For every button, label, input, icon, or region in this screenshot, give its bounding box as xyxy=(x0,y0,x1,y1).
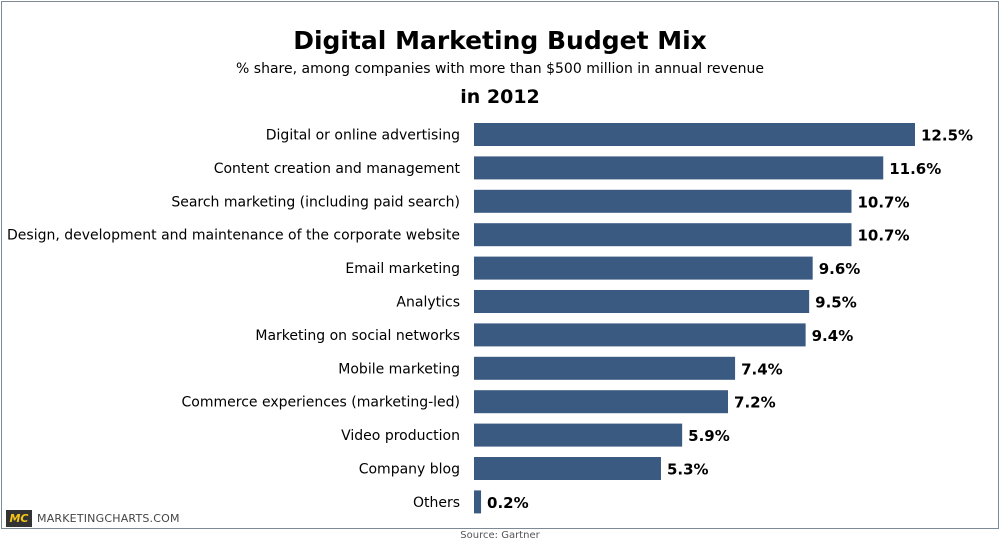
bar-3 xyxy=(474,223,852,247)
value-label-5: 9.5% xyxy=(815,294,857,312)
bar-1 xyxy=(474,156,884,180)
source-note: Source: Gartner xyxy=(460,530,540,541)
chart-year-label: in 2012 xyxy=(460,86,540,108)
bar-2 xyxy=(474,189,852,213)
value-label-4: 9.6% xyxy=(819,260,861,278)
value-label-10: 5.3% xyxy=(667,461,709,479)
category-label-3: Design, development and maintenance of t… xyxy=(7,228,460,244)
bar-9 xyxy=(474,423,683,447)
logo-text: MARKETINGCHARTS.COM xyxy=(37,511,180,525)
category-label-6: Marketing on social networks xyxy=(255,328,460,344)
bar-6 xyxy=(474,323,806,347)
bar-5 xyxy=(474,290,810,313)
bar-7 xyxy=(474,356,736,380)
category-label-1: Content creation and management xyxy=(214,161,461,177)
value-label-8: 7.2% xyxy=(734,394,776,412)
category-label-2: Search marketing (including paid search) xyxy=(171,194,460,210)
bar-10 xyxy=(474,457,661,480)
value-label-7: 7.4% xyxy=(741,360,783,378)
marketingcharts-logo: MC MARKETINGCHARTS.COM xyxy=(6,509,180,527)
bar-0 xyxy=(474,123,915,146)
chart-title: Digital Marketing Budget Mix xyxy=(293,26,707,55)
category-label-8: Commerce experiences (marketing-led) xyxy=(182,395,460,411)
value-label-9: 5.9% xyxy=(688,427,730,445)
value-label-0: 12.5% xyxy=(921,127,973,145)
value-label-11: 0.2% xyxy=(487,494,529,512)
bar-8 xyxy=(474,390,729,414)
category-label-7: Mobile marketing xyxy=(338,361,460,377)
category-label-10: Company blog xyxy=(359,462,460,478)
value-label-2: 10.7% xyxy=(857,193,909,211)
value-label-6: 9.4% xyxy=(812,327,854,345)
category-label-0: Digital or online advertising xyxy=(266,128,460,144)
bar-4 xyxy=(474,256,813,280)
category-label-4: Email marketing xyxy=(345,261,460,277)
chart-subtitle: % share, among companies with more than … xyxy=(236,61,764,77)
value-label-3: 10.7% xyxy=(857,227,909,245)
category-label-11: Others xyxy=(413,495,460,511)
bar-11 xyxy=(474,490,482,514)
value-label-1: 11.6% xyxy=(889,160,941,178)
mc-logo-mark: MC xyxy=(6,509,32,527)
category-label-9: Video production xyxy=(341,428,460,444)
category-label-5: Analytics xyxy=(396,295,460,311)
